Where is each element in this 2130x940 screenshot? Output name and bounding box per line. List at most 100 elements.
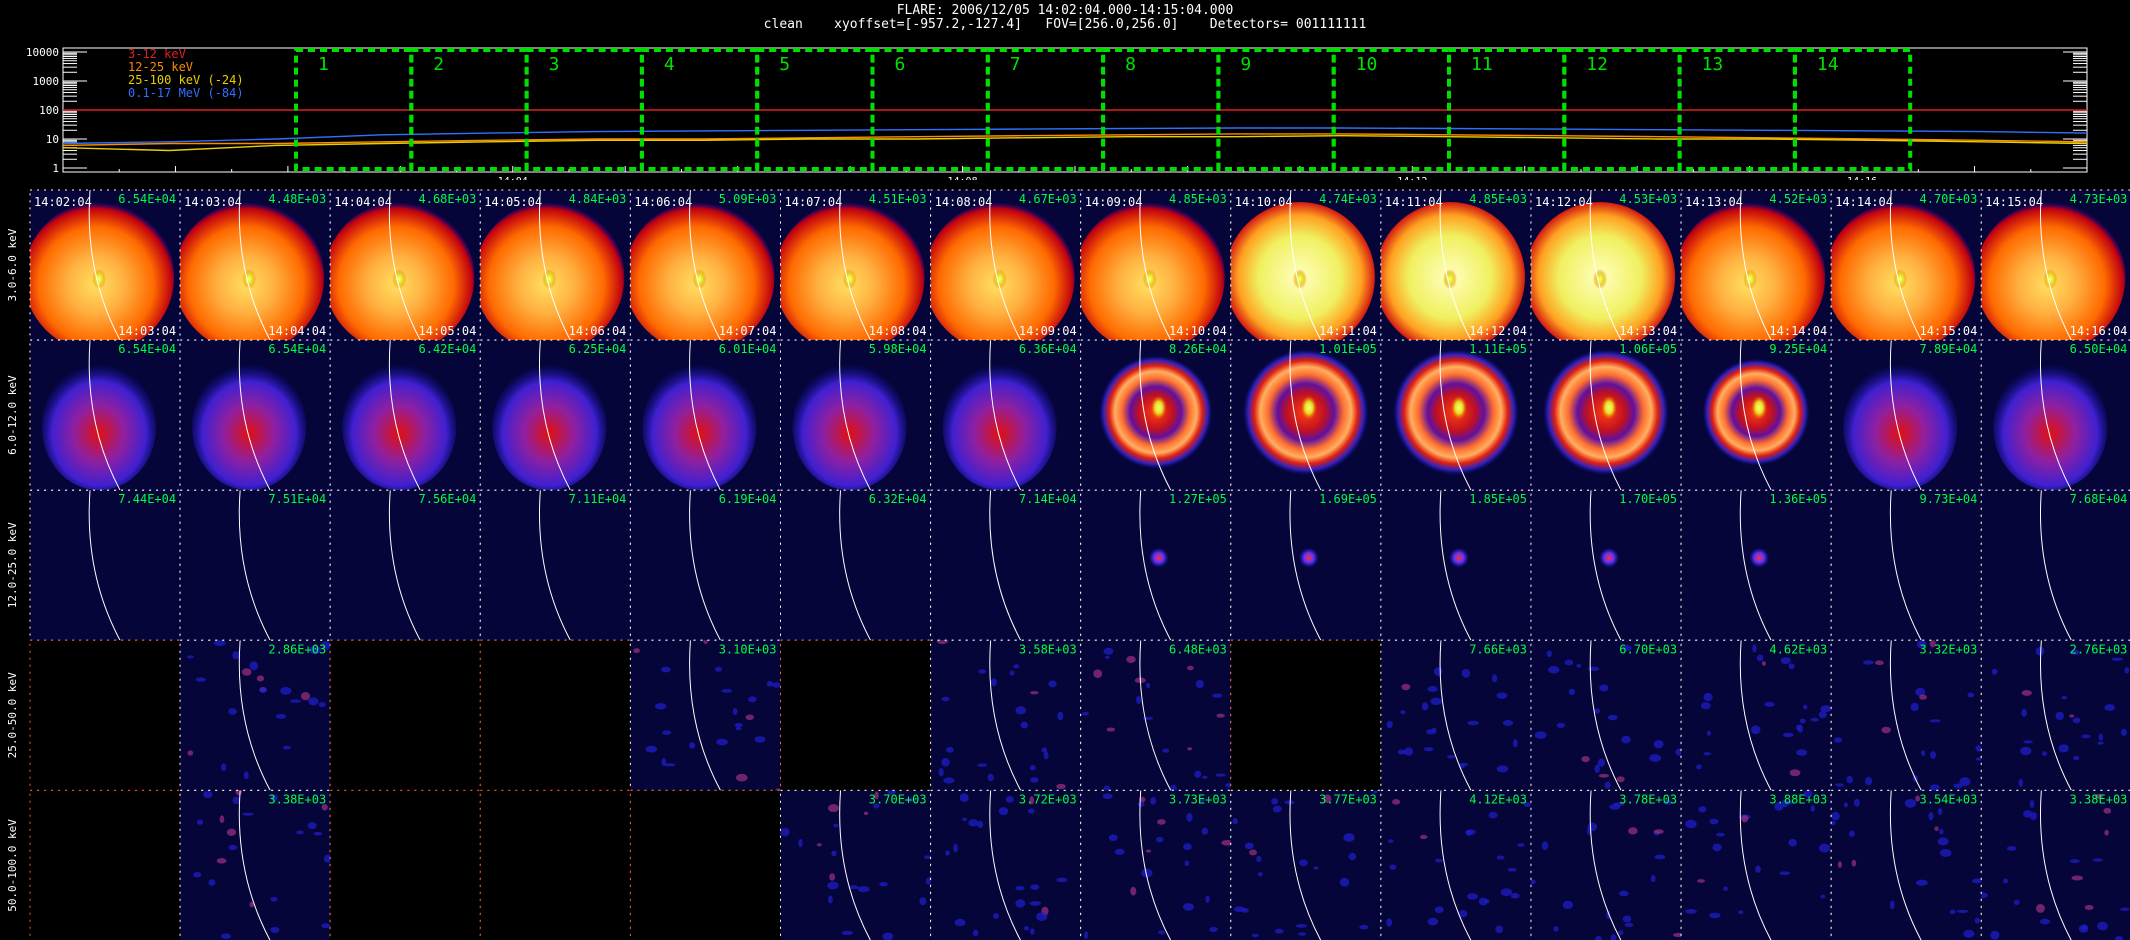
panel-background <box>930 790 1081 940</box>
noise-speckle <box>1755 865 1761 873</box>
noise-speckle <box>1953 783 1963 789</box>
solar-limb <box>2039 640 2072 791</box>
noise-speckle <box>2061 695 2068 700</box>
noise-speckle <box>1654 854 1666 860</box>
noise-speckle <box>879 881 888 887</box>
solar-limb <box>538 490 571 641</box>
noise-speckle <box>1709 912 1721 919</box>
image-panel <box>29 639 181 791</box>
panel-background <box>1681 790 1832 940</box>
noise-speckle <box>1432 727 1437 732</box>
panel-max-value: 2.86E+03 <box>268 642 326 656</box>
panel-max-value: 6.01E+04 <box>719 342 777 356</box>
noise-speckle <box>313 831 323 836</box>
panel-max-value: 3.78E+03 <box>1619 792 1677 806</box>
panel-max-value: 1.27E+05 <box>1169 492 1227 506</box>
noise-speckle <box>323 854 331 863</box>
image-panel: 8.26E+04 <box>1080 339 1232 491</box>
noise-speckle <box>1697 879 1705 883</box>
noise-speckle <box>2124 667 2130 674</box>
panel-frame <box>1980 489 2130 641</box>
interval-label: 6 <box>895 54 906 75</box>
noise-speckle <box>946 746 954 753</box>
noise-speckle <box>1199 798 1205 802</box>
noise-speckle <box>2041 751 2048 756</box>
panel-background <box>330 490 481 641</box>
noise-speckle <box>1201 827 1209 835</box>
noise-speckle <box>833 823 839 828</box>
noise-speckle <box>1716 832 1725 837</box>
noise-speckle <box>309 645 321 655</box>
noise-speckle <box>1783 800 1795 805</box>
noise-speckle <box>1546 650 1552 658</box>
noise-speckle <box>1818 843 1830 853</box>
noise-speckle <box>1741 815 1749 823</box>
noise-speckle <box>1057 711 1064 721</box>
solar-limb <box>1589 340 1622 491</box>
panel-background <box>480 790 631 940</box>
noise-speckle <box>241 668 252 676</box>
noise-speckle <box>2081 734 2091 739</box>
solar-limb <box>2039 490 2072 641</box>
noise-speckle <box>1810 805 1816 812</box>
noise-speckle <box>1820 705 1832 713</box>
noise-speckle <box>1427 685 1438 693</box>
image-panel: 6.54E+04 <box>29 339 181 491</box>
solar-limb <box>538 340 571 491</box>
noise-speckle <box>1820 894 1826 899</box>
panel-background <box>1531 640 1682 791</box>
solar-limb <box>238 340 271 491</box>
noise-speckle <box>232 796 241 805</box>
noise-speckle <box>645 745 657 753</box>
solar-limb <box>989 190 1022 341</box>
noise-speckle <box>1507 867 1517 872</box>
noise-speckle <box>1598 773 1610 778</box>
interval-label: 1 <box>318 54 329 75</box>
noise-speckle <box>1673 932 1682 938</box>
noise-speckle <box>2035 903 2045 913</box>
noise-speckle <box>1145 849 1152 853</box>
noise-speckle <box>1491 674 1498 683</box>
noise-speckle <box>1837 861 1843 868</box>
panel-max-value: 4.70E+03 <box>1920 192 1978 206</box>
noise-speckle <box>1030 777 1039 783</box>
noise-speckle <box>1162 748 1170 753</box>
solar-limb <box>989 790 1021 940</box>
panel-max-value: 3.73E+03 <box>1169 792 1227 806</box>
noise-speckle <box>954 918 966 927</box>
image-panel: 4.85E+03 14:11:04 14:12:04 <box>1380 189 1532 341</box>
noise-speckle <box>1272 805 1282 813</box>
noise-speckle <box>1703 692 1713 702</box>
panel-frame <box>1980 789 2130 940</box>
noise-speckle <box>1881 726 1891 734</box>
noise-speckle <box>721 688 733 693</box>
noise-speckle <box>732 707 738 716</box>
panel-background <box>1230 640 1381 791</box>
noise-speckle <box>990 678 997 687</box>
noise-speckle <box>1274 928 1284 934</box>
noise-speckle <box>1939 849 1952 857</box>
panel-max-value: 3.72E+03 <box>1019 792 1077 806</box>
noise-speckle <box>259 687 267 693</box>
noise-speckle <box>1215 773 1226 777</box>
emission-source <box>1843 364 1958 491</box>
panel-end-time: 14:09:04 <box>1019 324 1077 338</box>
noise-speckle <box>1130 886 1137 896</box>
noise-speckle <box>1015 706 1026 715</box>
noise-speckle <box>1853 798 1860 807</box>
noise-speckle <box>1136 695 1142 705</box>
noise-speckle <box>1423 747 1434 752</box>
noise-speckle <box>2071 875 2084 881</box>
noise-speckle <box>748 696 757 703</box>
noise-speckle <box>1628 827 1638 835</box>
noise-speckle <box>187 655 194 659</box>
panel-background <box>780 490 931 641</box>
noise-speckle <box>1187 747 1193 751</box>
noise-speckle <box>1517 843 1525 847</box>
noise-speckle <box>1298 932 1306 936</box>
noise-speckle <box>1465 829 1476 835</box>
noise-speckle <box>1169 784 1177 791</box>
noise-speckle <box>1157 819 1166 825</box>
solar-limb <box>388 340 421 491</box>
image-panel <box>629 789 782 940</box>
